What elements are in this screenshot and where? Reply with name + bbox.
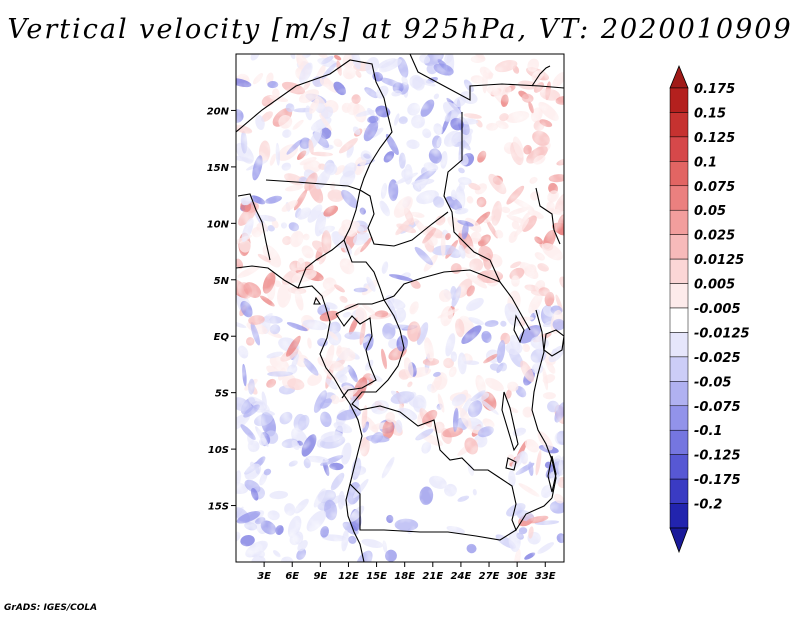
lake-malawi (547, 455, 557, 493)
colorbar-swatch (669, 234, 689, 260)
nile-delta-coast (531, 65, 551, 87)
grads-credit: GrADS: IGES/COLA (4, 603, 98, 613)
border-angola-zambia (349, 483, 517, 541)
colorbar-label: -0.2 (694, 498, 722, 513)
colorbar-label: 0.075 (694, 180, 735, 195)
border-drc-west (351, 299, 501, 479)
colorbar-swatch (669, 112, 689, 138)
colorbar-swatch (669, 307, 689, 333)
y-tick-label: EQ (214, 332, 230, 343)
colorbar-swatch (669, 454, 689, 480)
border-nigeria (265, 179, 361, 289)
colorbar-label: -0.05 (694, 375, 731, 390)
colorbar-swatch (669, 381, 689, 407)
colorbar-label: 0.175 (694, 82, 735, 97)
x-tick-label: 18E (394, 571, 415, 582)
lake-bangweulu (505, 457, 517, 471)
colorbar-label: -0.075 (694, 400, 741, 415)
lake-tanganyika (501, 391, 519, 452)
x-tick-label: 15E (366, 571, 387, 582)
x-tick-label: 9E (313, 571, 327, 582)
colorbar-label: -0.1 (694, 424, 722, 439)
colorbar-swatch (669, 429, 689, 455)
colorbar: 0.175 0.15 0.125 0.1 0.075 0.05 0.025 0.0125 0.0… (669, 64, 750, 554)
x-tick-label: 21E (422, 571, 443, 582)
border-cameroon (335, 239, 385, 315)
colorbar-swatch (669, 478, 689, 504)
colorbar-swatch (669, 332, 689, 358)
border-north-2 (409, 54, 564, 101)
colorbar-label: 0.125 (694, 131, 735, 146)
y-tick-label: 5N (214, 276, 230, 287)
y-tick-label: 15S (208, 502, 229, 513)
colorbar-label: 0.025 (694, 229, 735, 244)
border-zambia-east (499, 477, 553, 532)
x-tick-label: 24E (451, 571, 472, 582)
map-frame (235, 53, 565, 563)
colorbar-label: -0.0125 (694, 326, 750, 341)
colorbar-label: -0.175 (694, 473, 741, 488)
colorbar-bottom-arrow (669, 527, 689, 554)
x-tick-label: 30E (507, 571, 528, 582)
border-cameroon-north (237, 193, 271, 261)
colorbar-swatch (669, 87, 689, 113)
colorbar-swatch (669, 405, 689, 431)
border-east-lakes (531, 309, 557, 499)
x-tick-label: 27E (479, 571, 500, 582)
colorbar-label: 0.15 (694, 106, 726, 121)
y-tick-label: 5S (215, 389, 229, 400)
colorbar-label: 0.05 (694, 204, 726, 219)
x-tick-label: 33E (535, 571, 556, 582)
border-north-1 (236, 59, 393, 191)
colorbar-label: 0.0125 (694, 253, 744, 268)
y-tick-label: 20N (207, 106, 230, 117)
y-tick-label: 15N (207, 163, 230, 174)
x-axis: 3E 6E 9E 12E 15E 18E 21E 24E 27E 30E 33E (257, 562, 556, 582)
x-tick-label: 3E (257, 571, 271, 582)
colorbar-label: 0.005 (694, 278, 735, 293)
colorbar-swatch (669, 283, 689, 309)
x-tick-label: 6E (285, 571, 299, 582)
border-chad-car (359, 189, 449, 247)
colorbar-swatch (669, 161, 689, 187)
field-speckles (236, 54, 564, 562)
border-libya-sudan (443, 112, 501, 283)
lake-victoria (543, 329, 564, 357)
colorbar-swatch (669, 503, 689, 529)
lake-albert (513, 314, 525, 344)
x-tick-label: 12E (338, 571, 359, 582)
colorbar-swatch (669, 209, 689, 235)
colorbar-swatch (669, 356, 689, 382)
river-congo (313, 296, 322, 305)
border-gabon (335, 313, 377, 399)
colorbar-swatch (669, 258, 689, 284)
colorbar-label: -0.025 (694, 351, 741, 366)
border-congo (383, 269, 531, 331)
colorbar-label: -0.125 (694, 449, 741, 464)
chart-title: Vertical velocity [m/s] at 925hPa, VT: 2… (7, 14, 793, 45)
y-axis: 20N 15N 10N 5N EQ 5S 10S 15S (207, 106, 236, 513)
country-borders (236, 54, 564, 562)
colorbar-top-arrow (669, 64, 689, 89)
y-tick-label: 10N (207, 219, 230, 230)
y-tick-label: 10S (208, 445, 229, 456)
border-sudan-east (535, 187, 561, 245)
colorbar-label: 0.1 (694, 155, 717, 170)
colorbar-label: -0.005 (694, 302, 741, 317)
colorbar-swatch (669, 136, 689, 162)
colorbar-swatch (669, 185, 689, 211)
